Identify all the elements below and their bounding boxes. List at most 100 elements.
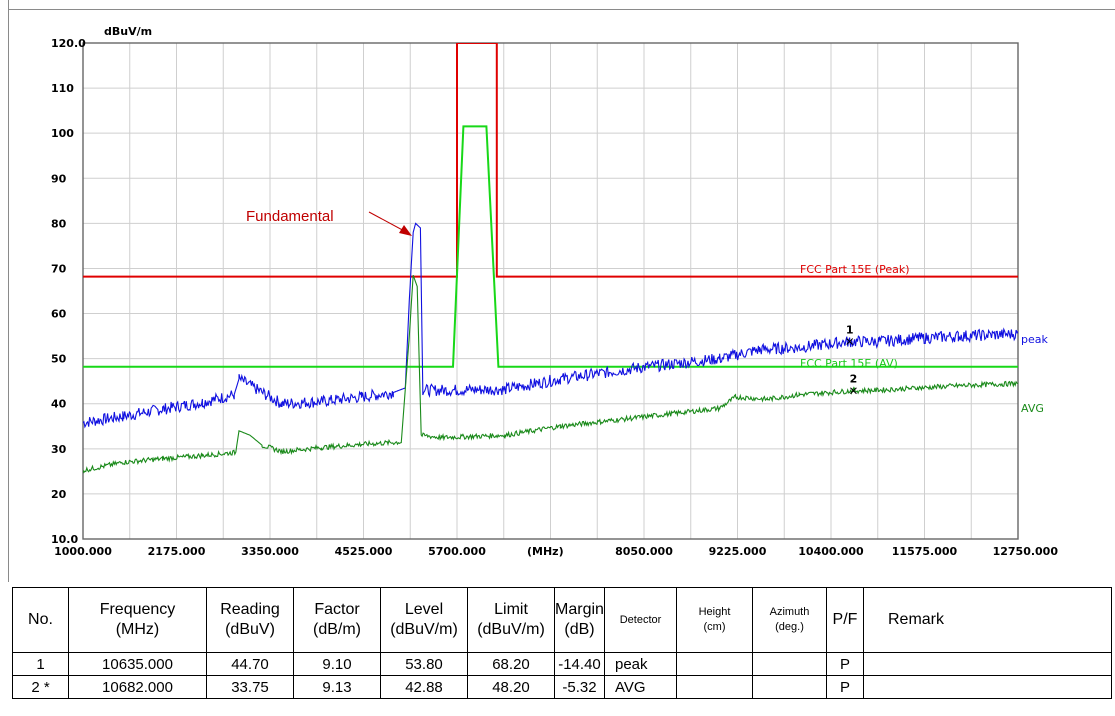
- header-text: No.: [28, 611, 53, 628]
- cell-level: 42.88: [380, 675, 468, 699]
- y-axis-ticks: 120.0 110 100 90 80 70 60 50 40 30 20 10.0: [51, 37, 86, 546]
- x-tick-label: 3350.000: [241, 545, 299, 558]
- cell-factor: 9.10: [293, 652, 381, 676]
- y-tick-label: 110: [51, 82, 74, 95]
- cell-no: 1: [12, 652, 69, 676]
- emission-chart: 120.0 110 100 90 80 70 60 50 40 30 20 10.0 1000.000…: [51, 25, 1058, 558]
- x-tick-label: 11575.000: [892, 545, 958, 558]
- y-axis-unit: dBuV/m: [104, 25, 152, 38]
- cell-detector: peak: [604, 652, 677, 676]
- x-tick-label: 12750.000: [993, 545, 1059, 558]
- cell-detector: AVG: [604, 675, 677, 699]
- grid-lines: [83, 43, 1018, 539]
- table-row: 2 * 10682.000 33.75 9.13 42.88 48.20 -5.…: [12, 675, 1112, 699]
- col-header-limit: Limit (dBuV/m): [467, 587, 555, 653]
- header-text: Level: [404, 601, 444, 618]
- header-text: Detector: [619, 613, 662, 626]
- header-text: Reading: [220, 601, 280, 618]
- col-header-height: Height (cm): [676, 587, 753, 653]
- table-row: 1 10635.000 44.70 9.10 53.80 68.20 -14.4…: [12, 652, 1112, 676]
- col-header-level: Level (dBuV/m): [380, 587, 468, 653]
- series-line-3: [83, 222, 1018, 429]
- col-header-remark: Remark: [863, 587, 1112, 653]
- header-unit: (deg.): [775, 621, 804, 633]
- marker-label: 1: [846, 324, 854, 337]
- header-text: Limit: [494, 601, 528, 618]
- series-label-peak: peak: [1021, 333, 1048, 346]
- cell-limit: 68.20: [467, 652, 555, 676]
- cell-limit: 48.20: [467, 675, 555, 699]
- col-header-azimuth: Azimuth (deg.): [752, 587, 827, 653]
- x-tick-label: 1000.000: [54, 545, 112, 558]
- series-label-peak-limit: FCC Part 15E (Peak): [800, 263, 910, 276]
- frame-border-left: [8, 0, 9, 582]
- header-text: P/F: [832, 611, 858, 628]
- table-header-row: No. Frequency (MHz) Reading (dBuV) Factor (…: [12, 587, 1112, 653]
- x-tick-label: 4525.000: [335, 545, 393, 558]
- x-tick-label: 10400.000: [798, 545, 864, 558]
- y-tick-label: 10.0: [51, 533, 78, 546]
- header-unit: (dBuV/m): [477, 621, 545, 638]
- x-tick-label: 9225.000: [709, 545, 767, 558]
- series-line-2: [83, 125, 1018, 368]
- frame-border-top: [8, 9, 1115, 10]
- marker-point: [850, 387, 857, 395]
- cell-height: [676, 675, 753, 699]
- y-tick-label: 100: [51, 127, 74, 140]
- y-tick-label: 30: [51, 443, 67, 456]
- cell-margin: -5.32: [554, 675, 605, 699]
- x-tick-label: 2175.000: [148, 545, 206, 558]
- header-text: Factor: [314, 601, 360, 618]
- cell-azimuth: [752, 652, 827, 676]
- fundamental-annotation: Fundamental: [246, 208, 334, 225]
- y-tick-label: 70: [51, 262, 67, 275]
- col-header-reading: Reading (dBuV): [206, 587, 294, 653]
- marker-label: 2: [850, 373, 858, 386]
- col-header-detector: Detector: [604, 587, 677, 653]
- cell-pf: P: [826, 652, 864, 676]
- cell-level: 53.80: [380, 652, 468, 676]
- col-header-factor: Factor (dB/m): [293, 587, 381, 653]
- series-line-4: [83, 275, 1018, 474]
- x-tick-label: 5700.000: [428, 545, 486, 558]
- series-label-av-limit: FCC Part 15E (AV): [800, 357, 898, 370]
- y-tick-label: 120.0: [51, 37, 86, 50]
- y-tick-label: 60: [51, 308, 67, 321]
- header-text: Margin: [555, 601, 604, 618]
- header-text: Frequency: [99, 601, 176, 618]
- cell-no: 2 *: [12, 675, 69, 699]
- cell-remark: [863, 675, 1112, 699]
- col-header-pf: P/F: [826, 587, 864, 653]
- cell-reading: 44.70: [206, 652, 294, 676]
- header-text: Height: [698, 606, 731, 618]
- plot-frame: [82, 42, 1019, 540]
- cell-frequency: 10635.000: [68, 652, 207, 676]
- series-line-1: [83, 43, 1018, 278]
- cell-height: [676, 652, 753, 676]
- fundamental-arrowhead: [399, 225, 412, 236]
- x-axis-unit: (MHz): [527, 545, 564, 558]
- cell-reading: 33.75: [206, 675, 294, 699]
- header-unit: (MHz): [115, 621, 160, 638]
- cell-azimuth: [752, 675, 827, 699]
- x-tick-label: 8050.000: [615, 545, 673, 558]
- header-unit: (cm): [703, 621, 726, 633]
- series-label-avg: AVG: [1021, 402, 1044, 415]
- marker-point: [846, 338, 854, 345]
- cell-factor: 9.13: [293, 675, 381, 699]
- y-tick-label: 90: [51, 172, 67, 185]
- y-tick-label: 40: [51, 398, 67, 411]
- marker-group: 12: [846, 324, 858, 395]
- header-text: Azimuth: [769, 606, 810, 618]
- header-text: Remark: [888, 611, 945, 628]
- y-tick-label: 80: [51, 217, 67, 230]
- x-axis-ticks: 1000.000 2175.000 3350.000 4525.000 5700.000…: [54, 545, 1058, 558]
- y-tick-label: 20: [51, 488, 67, 501]
- col-header-margin: Margin (dB): [554, 587, 605, 653]
- col-header-no: No.: [12, 587, 69, 653]
- header-unit: (dB): [564, 621, 595, 638]
- col-header-frequency: Frequency (MHz): [68, 587, 207, 653]
- cell-frequency: 10682.000: [68, 675, 207, 699]
- results-table: No. Frequency (MHz) Reading (dBuV) Factor (…: [12, 587, 1112, 699]
- header-unit: (dBuV): [225, 621, 275, 638]
